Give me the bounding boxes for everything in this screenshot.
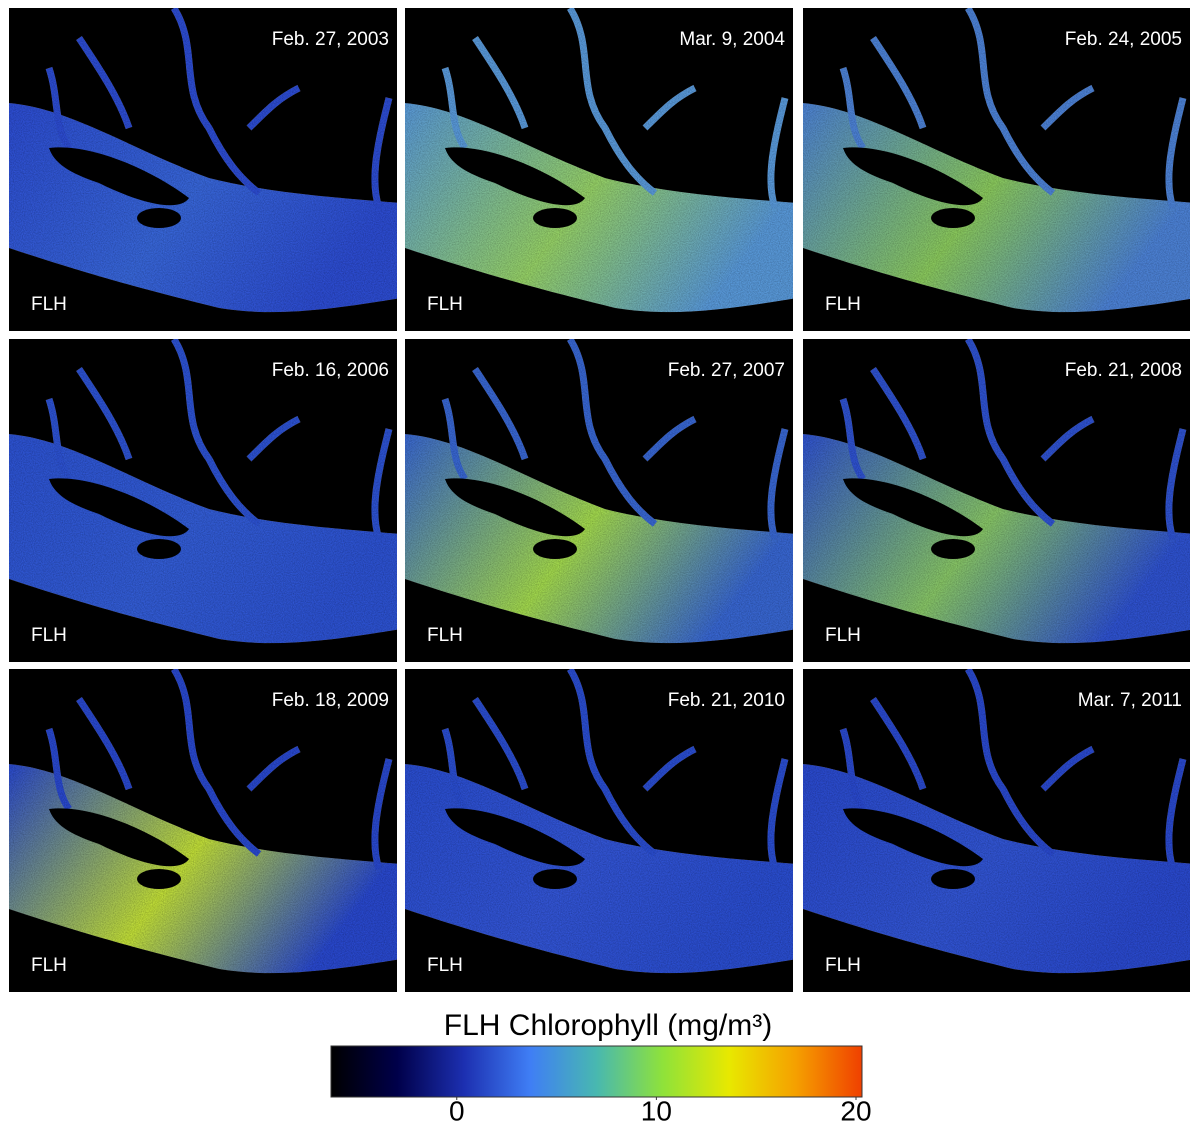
panel-label: FLH	[825, 625, 861, 646]
panel-date: Feb. 21, 2010	[668, 690, 785, 711]
panel-label: FLH	[825, 294, 861, 315]
panel-date: Feb. 27, 2003	[272, 29, 389, 50]
island	[931, 208, 975, 228]
panel-label: FLH	[31, 955, 67, 976]
island	[533, 208, 577, 228]
island	[137, 539, 181, 559]
panel-date: Feb. 16, 2006	[272, 360, 389, 381]
island	[137, 869, 181, 889]
panel-date: Feb. 21, 2008	[1065, 360, 1182, 381]
panel-date: Feb. 27, 2007	[668, 360, 785, 381]
colorbar-tick-label: 0	[449, 1095, 465, 1126]
island	[931, 869, 975, 889]
panel-label: FLH	[427, 294, 463, 315]
map-panel: Mar. 7, 2011 FLH	[803, 669, 1190, 994]
map-panel: Feb. 24, 2005 FLH	[803, 8, 1190, 333]
panel-label: FLH	[31, 294, 67, 315]
map-panel: Feb. 21, 2008 FLH	[803, 339, 1190, 664]
panel-label: FLH	[31, 625, 67, 646]
panel-date: Mar. 7, 2011	[1078, 690, 1182, 711]
map-panel: Feb. 27, 2003 FLH	[9, 8, 402, 333]
panel-date: Mar. 9, 2004	[679, 29, 785, 50]
map-panel: Feb. 27, 2007 FLH	[405, 339, 798, 664]
panel-label: FLH	[825, 955, 861, 976]
map-panel: Feb. 21, 2010 FLH	[405, 669, 798, 994]
map-panel: Feb. 18, 2009 FLH	[9, 669, 402, 994]
map-panel: Feb. 16, 2006 FLH	[9, 339, 402, 664]
island	[533, 869, 577, 889]
panel-date: Feb. 18, 2009	[272, 690, 389, 711]
map-panel: Mar. 9, 2004 FLH	[405, 8, 798, 333]
colorbar	[331, 1046, 862, 1097]
panel-label: FLH	[427, 625, 463, 646]
panel-date: Feb. 24, 2005	[1065, 29, 1182, 50]
colorbar-title: FLH Chlorophyll (mg/m³)	[444, 1009, 772, 1042]
island	[533, 539, 577, 559]
figure: FLH Chlorophyll (mg/m³) Feb. 27, 2003 FLH…	[0, 0, 1190, 1128]
colorbar-tick-label: 20	[840, 1095, 871, 1126]
island	[931, 539, 975, 559]
island	[137, 208, 181, 228]
panel-label: FLH	[427, 955, 463, 976]
colorbar-tick-label: 10	[641, 1095, 672, 1126]
